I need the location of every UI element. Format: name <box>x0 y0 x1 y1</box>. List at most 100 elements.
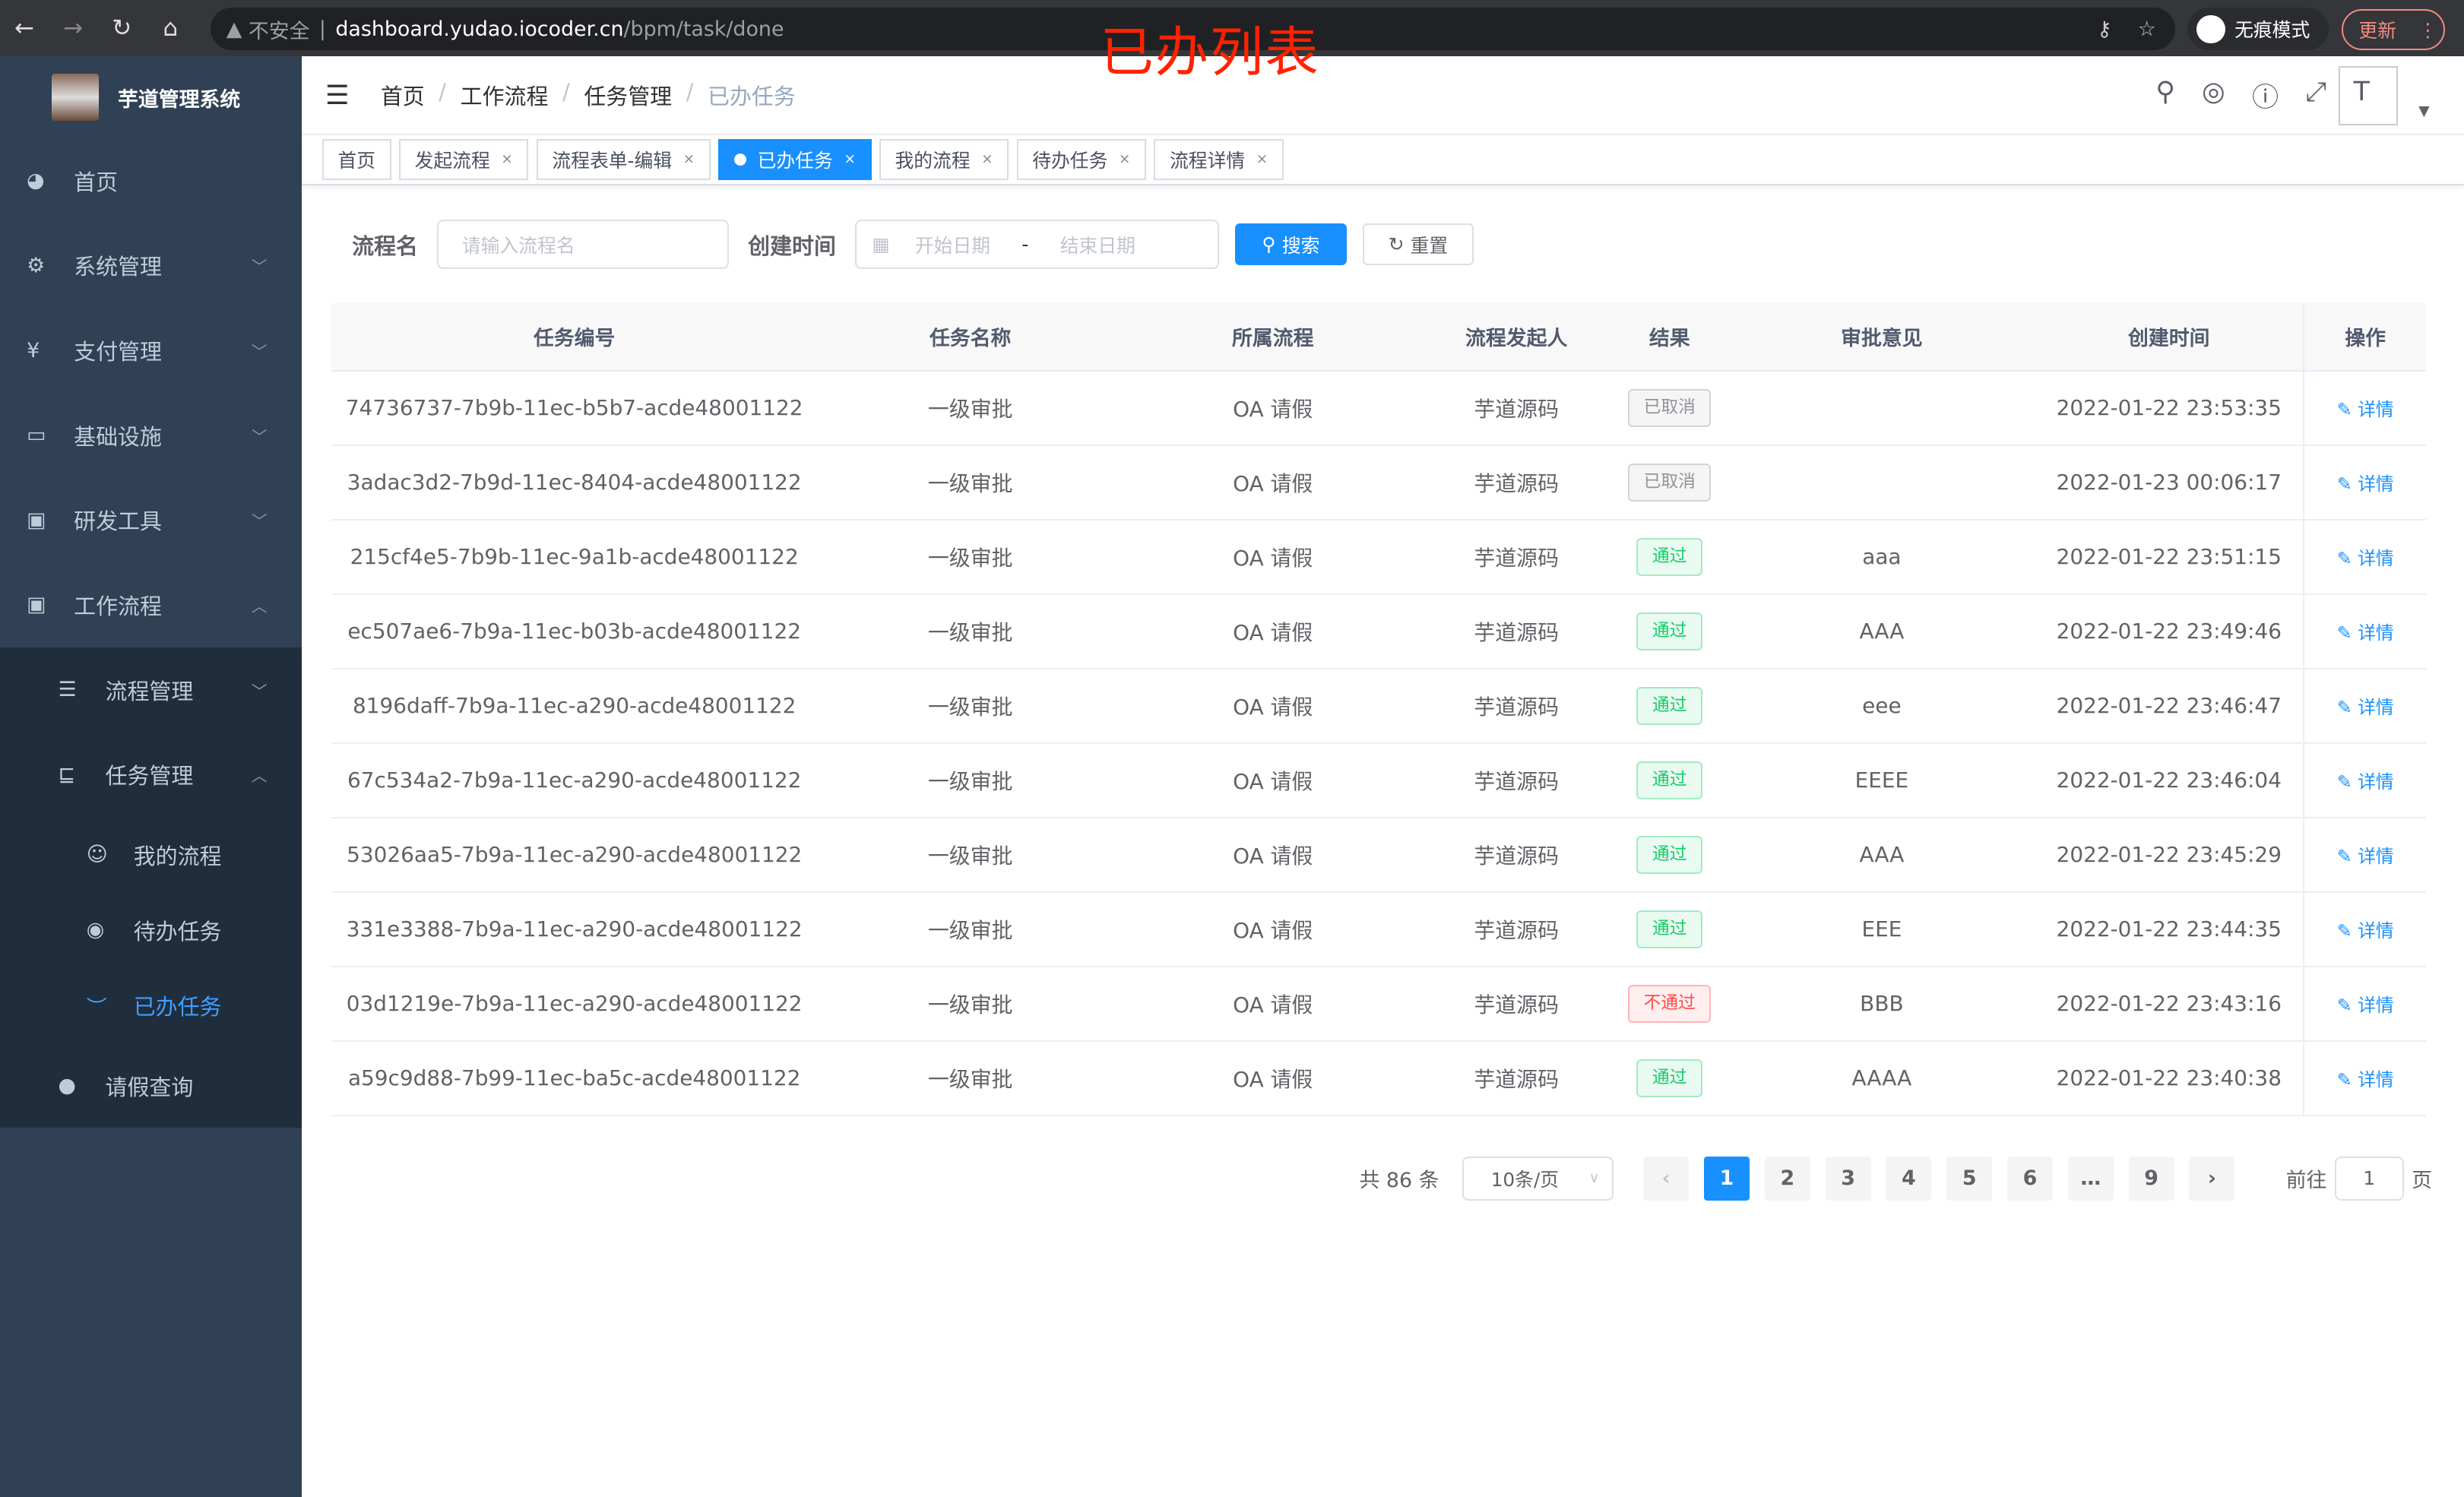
detail-link[interactable]: 详情 <box>2358 920 2394 942</box>
star-icon[interactable]: ☆ <box>2137 17 2156 41</box>
breadcrumb-item[interactable]: 工作流程 <box>460 84 549 110</box>
close-icon[interactable]: × <box>1118 151 1131 168</box>
cell: 2022-01-22 23:46:47 <box>2035 668 2304 744</box>
forward-icon[interactable]: → <box>63 14 84 43</box>
table-row: 67c534a2-7b9a-11ec-a290-acde48001122 一级审批… <box>331 742 2427 818</box>
sidebar-item-system[interactable]: ⚙ 系统管理 ﹀ <box>0 223 302 309</box>
breadcrumb: 首页 / 工作流程 / 任务管理 / 已办任务 <box>381 79 796 111</box>
cell-text: OA 请假 <box>1233 843 1313 869</box>
cell: ✎ 详情 <box>2303 1040 2427 1116</box>
incognito-badge[interactable]: 无痕模式 <box>2187 8 2329 51</box>
tab-4[interactable]: 我的流程 × <box>879 139 1009 180</box>
close-icon[interactable]: × <box>501 151 513 168</box>
table-row: 215cf4e5-7b9b-11ec-9a1b-acde48001122 一级审批… <box>331 519 2427 595</box>
logo[interactable]: 芋道管理系统 <box>0 56 302 138</box>
fullscreen-icon[interactable]: ⤢ <box>2305 75 2327 107</box>
pagination: 共 86 条 10条/页 ∨ ‹ 1 2 3 4 5 6… 9 › 前往 1 页 <box>1359 1156 2432 1201</box>
font-size-icon[interactable]: T <box>2353 75 2370 107</box>
home-icon[interactable]: ⌂ <box>163 14 179 43</box>
close-icon[interactable]: × <box>844 151 856 168</box>
detail-link[interactable]: 详情 <box>2358 771 2394 793</box>
edit-icon: ✎ <box>2336 697 2358 719</box>
breadcrumb-item[interactable]: 任务管理 <box>584 84 673 110</box>
close-icon[interactable]: × <box>1256 151 1268 168</box>
page-button[interactable]: 5 <box>1946 1156 1993 1201</box>
page-button[interactable]: 6 <box>2007 1156 2053 1201</box>
goto-page-input[interactable]: 1 <box>2334 1156 2404 1201</box>
page-button[interactable]: … <box>2067 1156 2114 1201</box>
detail-link[interactable]: 详情 <box>2358 1069 2394 1091</box>
page-button[interactable]: 4 <box>1886 1156 1932 1201</box>
tab-0[interactable]: 首页 <box>321 139 391 180</box>
label: 工作流程 <box>74 593 162 619</box>
page-button[interactable]: 9 <box>2128 1156 2174 1201</box>
cell-text: 3adac3d2-7b9d-11ec-8404-acde48001122 <box>347 470 802 495</box>
detail-link[interactable]: 详情 <box>2358 995 2394 1017</box>
detail-link[interactable]: 详情 <box>2358 548 2394 570</box>
process-name-input[interactable]: 请输入流程名 <box>436 220 730 269</box>
detail-link[interactable]: 详情 <box>2358 399 2394 421</box>
cell: 芋道源码 <box>1422 817 1611 893</box>
incognito-label: 无痕模式 <box>2234 19 2310 42</box>
tab-label: 我的流程 <box>895 149 971 172</box>
next-page-button[interactable]: › <box>2189 1156 2235 1201</box>
update-button[interactable]: 更新 ⋮ <box>2341 9 2446 51</box>
sidebar-item-workflow[interactable]: ▣ 工作流程 ︿ <box>0 562 302 647</box>
detail-link[interactable]: 详情 <box>2358 846 2394 868</box>
help-icon[interactable]: ⓘ <box>2251 81 2279 113</box>
sidebar-item-leave[interactable]: ● 请假查询 <box>0 1043 302 1128</box>
search-icon[interactable]: ⚲ <box>2155 75 2175 107</box>
sidebar-item-pay[interactable]: ¥ 支付管理 ﹀ <box>0 308 302 393</box>
back-icon[interactable]: ← <box>14 14 35 43</box>
page-button[interactable]: 3 <box>1825 1156 1871 1201</box>
tab-5[interactable]: 待办任务 × <box>1016 139 1147 180</box>
page-size-select[interactable]: 10条/页 ∨ <box>1462 1156 1614 1201</box>
cell: 芋道源码 <box>1422 370 1611 446</box>
prev-page-button[interactable]: ‹ <box>1643 1156 1690 1201</box>
sidebar-item-done[interactable]: ︶ 已办任务 <box>0 968 302 1043</box>
tab-2[interactable]: 流程表单-编辑 × <box>536 139 711 180</box>
sidebar-item-devtools[interactable]: ▣ 研发工具 ﹀ <box>0 477 302 562</box>
tab-3[interactable]: 已办任务 × <box>718 139 872 180</box>
user-avatar[interactable] <box>2338 65 2399 126</box>
page-button[interactable]: 2 <box>1764 1156 1810 1201</box>
sidebar-item-infra[interactable]: ▭ 基础设施 ﹀ <box>0 393 302 478</box>
sidebar-item-home[interactable]: ◕ 首页 <box>0 138 302 223</box>
breadcrumb-item[interactable]: 首页 <box>380 84 425 110</box>
sidebar-item-process-manage[interactable]: ☰ 流程管理 ﹀ <box>0 647 302 733</box>
navbar: ☰ 首页 / 工作流程 / 任务管理 / 已办任务 ⚲ ◎ ⓘ ⤢ T ▼ <box>301 56 2464 135</box>
page-button[interactable]: 1 <box>1704 1156 1750 1201</box>
tab-1[interactable]: 发起流程 × <box>398 139 529 180</box>
cell-text: 2022-01-22 23:44:35 <box>2056 916 2282 942</box>
cell: a59c9d88-7b99-11ec-ba5c-acde48001122 <box>331 1040 818 1116</box>
chevron-up-icon: ︿ <box>251 767 268 786</box>
key-icon[interactable]: ⚷ <box>2097 17 2112 41</box>
tab-6[interactable]: 流程详情 × <box>1154 139 1284 180</box>
start-date-input[interactable]: 开始日期 <box>914 234 991 257</box>
detail-link[interactable]: 详情 <box>2358 473 2394 495</box>
reload-icon[interactable]: ↻ <box>112 14 132 43</box>
status-badge: 通过 <box>1636 761 1703 799</box>
reset-button[interactable]: ↻ 重置 <box>1362 223 1474 266</box>
sidebar-item-task-manage[interactable]: ⊑ 任务管理 ︿ <box>0 732 302 817</box>
cell: 芋道源码 <box>1422 519 1611 595</box>
cell: ✎ 详情 <box>2303 519 2427 595</box>
sidebar-item-todo[interactable]: ◉ 待办任务 <box>0 892 302 967</box>
cell: ✎ 详情 <box>2303 891 2427 967</box>
search-button[interactable]: ⚲ 搜索 <box>1235 223 1347 266</box>
table-row: 8196daff-7b9a-11ec-a290-acde48001122 一级审批… <box>331 668 2427 744</box>
end-date-input[interactable]: 结束日期 <box>1059 234 1135 257</box>
address-bar[interactable]: ▲ 不安全 | dashboard.yudao.iocoder.cn/bpm/t… <box>211 8 2175 51</box>
cell: 2022-01-22 23:49:46 <box>2035 593 2304 669</box>
sidebar-item-my-process[interactable]: ☺ 我的流程 <box>0 817 302 892</box>
date-range-picker[interactable]: ▦ 开始日期 - 结束日期 <box>854 220 1220 269</box>
close-icon[interactable]: × <box>981 151 993 168</box>
github-icon[interactable]: ◎ <box>2202 75 2225 107</box>
detail-link[interactable]: 详情 <box>2358 622 2394 644</box>
cell: 一级审批 <box>817 370 1124 446</box>
close-icon[interactable]: × <box>683 151 695 168</box>
tab-label: 流程表单-编辑 <box>552 149 673 172</box>
caret-down-icon[interactable]: ▼ <box>2418 103 2430 120</box>
hamburger-icon[interactable]: ☰ <box>325 79 350 111</box>
detail-link[interactable]: 详情 <box>2358 697 2394 719</box>
